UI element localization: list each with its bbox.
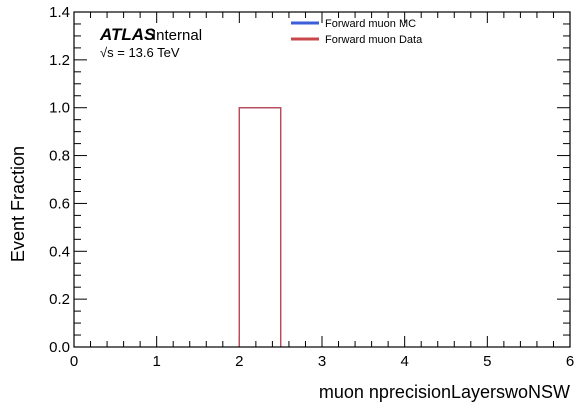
axis-ticks: [73, 11, 571, 348]
energy-label: √s = 13.6 TeV: [100, 45, 180, 60]
x-tick-label: 0: [70, 353, 78, 370]
x-tick-label: 2: [235, 353, 243, 370]
x-tick-label: 6: [566, 353, 574, 370]
y-tick-label: 0.0: [49, 339, 70, 356]
x-tick-label: 5: [483, 353, 491, 370]
plot-frame: [73, 11, 571, 348]
histogram-bars: [238, 107, 282, 347]
y-tick-label: 0.8: [49, 148, 70, 165]
y-tick-label: 1.0: [49, 100, 70, 117]
y-tick-label: 1.4: [49, 4, 70, 21]
tick-labels: 0 1 2 3 4 5 6 0.0 0.2 0.4 0.6 0.8 1.0 1.2 1.4: [49, 4, 574, 370]
x-tick-label: 3: [318, 353, 326, 370]
x-axis-title: muon nprecisionLayerswoNSW: [319, 382, 570, 402]
y-tick-label: 0.4: [49, 243, 70, 260]
mc-histogram-bar: [238, 107, 282, 347]
x-tick-label: 4: [400, 353, 408, 370]
y-axis-title: Event Fraction: [8, 146, 28, 262]
x-tick-label: 1: [152, 353, 160, 370]
internal-label: Internal: [152, 27, 202, 44]
legend-label: Forward muon Data: [325, 34, 423, 46]
legend: Forward muon MC Forward muon Data: [291, 18, 423, 46]
y-tick-label: 0.2: [49, 291, 70, 308]
y-tick-label: 1.2: [49, 52, 70, 69]
data-histogram-bar: [238, 107, 282, 347]
y-tick-label: 0.6: [49, 195, 70, 212]
atlas-label: ATLAS: [99, 25, 156, 44]
legend-label: Forward muon MC: [325, 18, 416, 30]
